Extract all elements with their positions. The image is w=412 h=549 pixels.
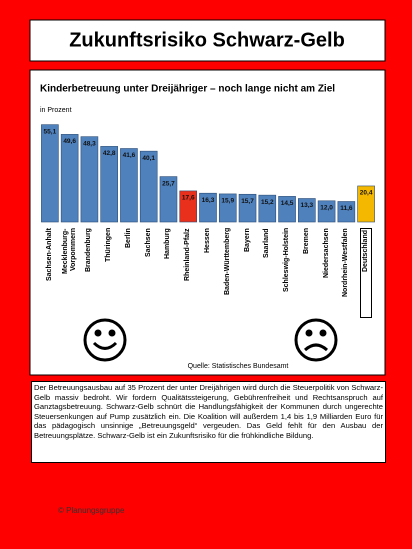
bar (120, 148, 138, 223)
bar (60, 134, 79, 223)
happy-smiley (83, 318, 127, 362)
value-label: 48,3 (83, 140, 96, 147)
x-tick-label: Bayern (243, 228, 251, 252)
bar (139, 150, 158, 223)
x-tick-label: Rheinland-Pfalz (184, 228, 192, 281)
value-label: 20,4 (360, 190, 373, 197)
bar (100, 146, 118, 223)
footer: © Planungsgruppe (58, 506, 125, 515)
x-tick-label: Sachsen-Anhalt (45, 228, 53, 281)
value-label: 55,1 (44, 128, 57, 135)
bar (159, 176, 178, 223)
value-label: 17,6 (182, 195, 195, 202)
value-label: 25,7 (162, 180, 175, 187)
bar (238, 193, 257, 223)
x-tick-label: Hamburg (164, 228, 172, 259)
value-label: 16,3 (202, 197, 215, 204)
bar (317, 200, 336, 223)
bar (41, 124, 59, 223)
x-tick-label: Sachsen (144, 228, 152, 257)
x-tick-label: Bremen (302, 228, 310, 255)
chart-subtitle: in Prozent (40, 107, 72, 114)
value-label: 14,5 (281, 200, 294, 207)
title-box (29, 19, 386, 62)
x-tick-label: Brandenburg (85, 228, 93, 272)
bar (199, 192, 217, 223)
x-tick-label: Thüringen (105, 228, 113, 263)
value-label: 15,9 (221, 198, 234, 205)
x-tick-label: Nordrhein-Westfalen (342, 228, 350, 297)
value-label: 42,8 (103, 150, 116, 157)
bar (298, 198, 316, 223)
chart-title: Kinderbetreuung unter Dreijähriger – noc… (40, 84, 335, 95)
chart-source: Quelle: Statistisches Bundesamt (188, 363, 289, 370)
body-text: Der Betreuungsausbau auf 35 Prozent der … (31, 381, 386, 463)
value-label: 13,3 (300, 202, 313, 209)
value-label: 40,1 (142, 155, 155, 162)
bar (258, 194, 277, 223)
x-tick-label: Berlin (124, 228, 132, 248)
x-tick-label: Saarland (263, 228, 271, 258)
bar (278, 196, 296, 223)
bar (179, 190, 198, 223)
value-label: 15,7 (241, 198, 254, 205)
value-label: 11,6 (340, 205, 353, 212)
x-tick-label: Baden-Württemberg (223, 228, 231, 296)
bar (357, 185, 375, 223)
x-tick-label: Schleswig-Holstein (283, 228, 291, 293)
value-label: 12,0 (320, 205, 333, 212)
bar (218, 193, 237, 223)
bar (80, 136, 99, 223)
sad-smiley (294, 318, 338, 362)
value-label: 15,2 (261, 199, 274, 206)
bar (337, 201, 356, 223)
x-tick-label: Mecklenburg- Vorpommern (61, 228, 77, 274)
page-title: Zukunftsrisiko Schwarz-Gelb (69, 29, 345, 51)
x-tick-label: Deutschland (360, 228, 373, 318)
value-label: 49,6 (63, 138, 76, 145)
x-tick-label: Niedersachsen (322, 228, 330, 278)
value-label: 41,6 (123, 152, 136, 159)
x-tick-label: Hessen (204, 228, 211, 253)
